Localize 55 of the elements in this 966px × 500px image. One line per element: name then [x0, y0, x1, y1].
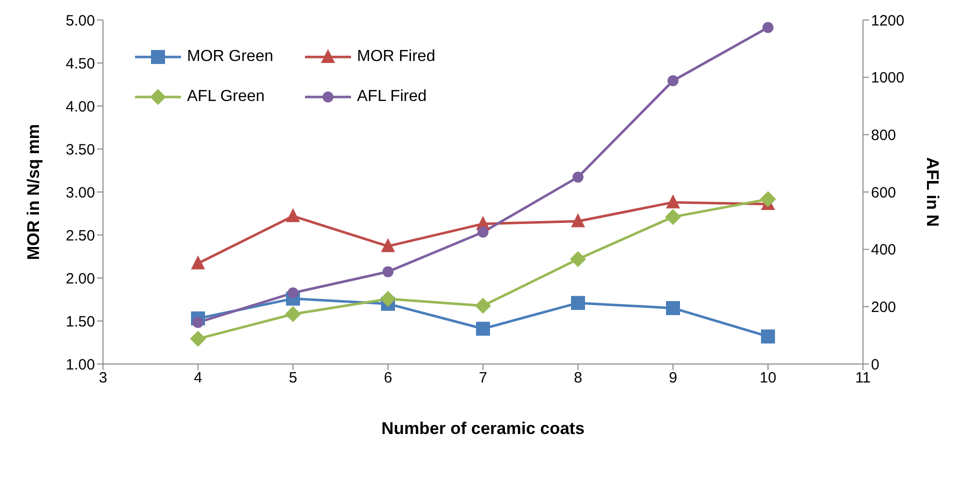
point [665, 208, 681, 225]
point [381, 238, 395, 252]
legend-label: MOR Green [187, 48, 274, 66]
point [478, 226, 488, 238]
point [380, 290, 396, 307]
point [476, 322, 490, 336]
y-tick-label: 3.50 [66, 141, 95, 158]
y2-tick-label: 400 [871, 242, 896, 259]
legend-label: MOR Fired [357, 48, 436, 66]
point [761, 329, 775, 344]
y-tick-label: 2.50 [66, 227, 95, 244]
point [668, 75, 678, 86]
y-tick-label: 4.50 [66, 55, 95, 72]
y-tick-label: 4.00 [66, 98, 95, 116]
point [192, 316, 204, 328]
point [475, 298, 491, 314]
point [571, 213, 585, 228]
y-tick-label: 3.00 [66, 184, 95, 202]
point [572, 172, 584, 183]
y2-axis-title: AFL in N [922, 157, 942, 227]
point [666, 194, 680, 208]
y2-tick-label: 600 [871, 184, 896, 202]
x-tick-label: 9 [668, 370, 678, 387]
x-tick-label: 4 [194, 370, 202, 387]
point [382, 266, 394, 278]
point [666, 301, 680, 316]
point [571, 296, 585, 310]
x-tick-label: 3 [98, 370, 108, 387]
point [285, 306, 301, 322]
x-tick-label: 6 [384, 370, 392, 387]
point [762, 22, 774, 33]
y-axis-title: MOR in N/sq mm [24, 124, 44, 260]
x-axis-title: Number of ceramic coats [381, 419, 585, 438]
legend-label: AFL Fired [357, 88, 427, 106]
legend-label: AFL Green [187, 88, 265, 106]
y-tick-label: 1.00 [66, 356, 95, 374]
x-tick-label: 5 [288, 370, 298, 387]
y2-tick-label: 1200 [871, 12, 904, 30]
x-tick-label: 7 [478, 370, 488, 387]
point [191, 255, 205, 270]
y2-tick-label: 0 [871, 356, 880, 374]
point [190, 330, 206, 347]
y-tick-label: 2.00 [66, 270, 95, 288]
point [288, 287, 298, 298]
x-tick-label: 10 [760, 370, 776, 387]
y-tick-label: 1.50 [66, 313, 95, 330]
y-tick-label: 5.00 [66, 12, 95, 30]
point [570, 251, 586, 268]
x-tick-label: 11 [855, 370, 871, 387]
y2-tick-label: 1000 [871, 70, 904, 87]
point [286, 208, 300, 222]
x-tick-label: 8 [574, 370, 582, 387]
point [760, 191, 776, 208]
y2-tick-label: 800 [871, 126, 896, 144]
y2-tick-label: 200 [871, 298, 896, 316]
